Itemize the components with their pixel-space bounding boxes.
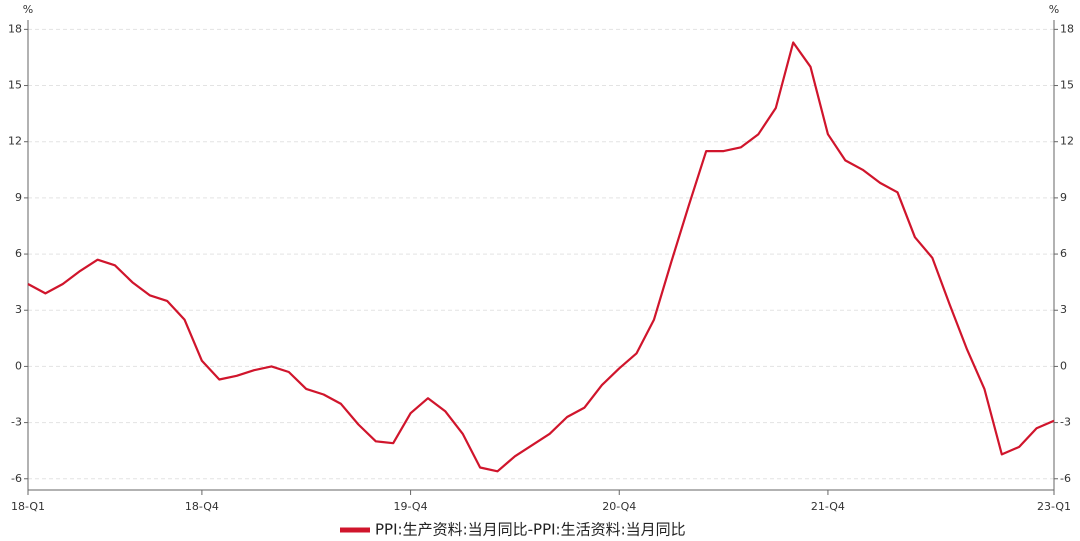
y-tick-label: 12 [8, 135, 22, 148]
y-unit: % [23, 3, 33, 16]
legend-label: PPI:生产资料:当月同比-PPI:生活资料:当月同比 [375, 521, 686, 539]
x-tick-label: 23-Q1 [1037, 500, 1071, 513]
y-tick-label: 3 [15, 303, 22, 316]
y-tick-label: 15 [8, 79, 22, 92]
y-tick-label: 18 [8, 22, 22, 35]
y2-unit: % [1049, 3, 1059, 16]
x-tick-label: 18-Q4 [185, 500, 219, 513]
x-tick-label: 20-Q4 [602, 500, 636, 513]
x-tick-label: 19-Q4 [394, 500, 428, 513]
y2-tick-label: 9 [1060, 191, 1067, 204]
y2-tick-label: 6 [1060, 247, 1067, 260]
y-tick-label: 9 [15, 191, 22, 204]
y-tick-label: -6 [11, 472, 22, 485]
data-line [27, 41, 1055, 473]
y2-tick-label: 0 [1060, 359, 1067, 372]
y2-tick-label: 15 [1060, 79, 1074, 92]
y2-tick-label: -6 [1060, 472, 1071, 485]
y2-tick-label: 18 [1060, 22, 1074, 35]
y2-tick-label: 12 [1060, 135, 1074, 148]
x-tick-label: 18-Q1 [11, 500, 45, 513]
y-tick-label: -3 [11, 416, 22, 429]
x-tick-label: 21-Q4 [811, 500, 845, 513]
y-tick-label: 0 [15, 359, 22, 372]
y-tick-label: 6 [15, 247, 22, 260]
y2-tick-label: -3 [1060, 416, 1071, 429]
y2-tick-label: 3 [1060, 303, 1067, 316]
